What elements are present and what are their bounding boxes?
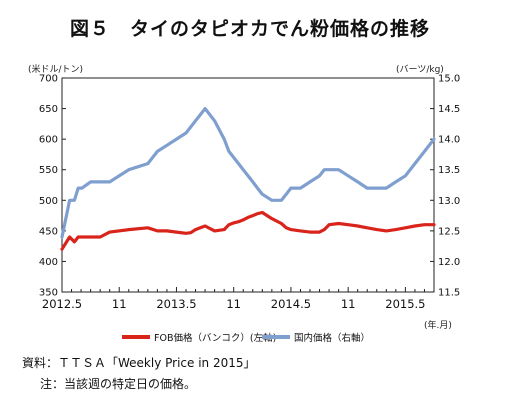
legend-domestic: 国内価格（右軸） xyxy=(262,330,370,344)
left-tick-label: 400 xyxy=(39,257,58,268)
legend-fob-swatch xyxy=(122,335,150,339)
right-tick-label: 13.0 xyxy=(438,196,460,207)
x-tick-label: 11 xyxy=(112,297,127,311)
right-axis-unit: (バーツ/kg) xyxy=(396,65,444,75)
legend-fob: FOB価格（バンコク）(左軸) xyxy=(122,330,276,344)
right-tick-label: 11.5 xyxy=(438,288,460,299)
left-tick-label: 600 xyxy=(39,135,58,146)
x-tick-label: 2012.5 xyxy=(42,297,82,311)
right-tick-label: 12.5 xyxy=(438,226,460,237)
right-tick-label: 13.5 xyxy=(438,165,460,176)
x-tick-label: 2014.5 xyxy=(271,297,311,311)
domestic-price-line xyxy=(60,106,436,239)
left-tick-label: 700 xyxy=(39,74,58,85)
source-text: 資料：ＴＴＳＡ「Weekly Price in 2015」 xyxy=(22,356,256,370)
note-text: 注：当該週の特定日の価格。 xyxy=(40,377,197,391)
left-tick-label: 350 xyxy=(39,288,58,299)
fob-price-line xyxy=(60,210,436,251)
right-tick-label: 15.0 xyxy=(438,74,460,85)
legend-fob-label: FOB価格（バンコク）(左軸) xyxy=(154,333,277,344)
left-tick-label: 550 xyxy=(39,165,58,176)
chart-series xyxy=(60,106,436,251)
left-axis-unit: (米ドル/トン) xyxy=(28,65,84,75)
plot-frame xyxy=(61,77,435,293)
right-tick-label: 12.0 xyxy=(438,257,460,268)
left-tick-label: 650 xyxy=(39,104,58,115)
right-tick-label: 14.0 xyxy=(438,135,460,146)
x-tick-label: 2013.5 xyxy=(156,297,196,311)
x-axis-unit: (年.月) xyxy=(424,321,452,331)
left-tick-label: 450 xyxy=(39,226,58,237)
left-tick-label: 500 xyxy=(39,196,58,207)
right-tick-label: 14.5 xyxy=(438,104,460,115)
chart-axes xyxy=(61,77,435,293)
legend-domestic-swatch xyxy=(262,335,290,339)
chart-title: 図５ タイのタピオカでん粉価格の推移 xyxy=(70,18,431,40)
x-tick-label: 11 xyxy=(341,297,356,311)
legend-domestic-label: 国内価格（右軸） xyxy=(294,333,371,344)
x-tick-label: 11 xyxy=(226,297,241,311)
chart-tick-labels: 350 400 450 500 550 600 650 700 11.5 12.0 12.5 13.0… xyxy=(39,74,460,312)
x-tick-label: 2015.5 xyxy=(385,297,425,311)
